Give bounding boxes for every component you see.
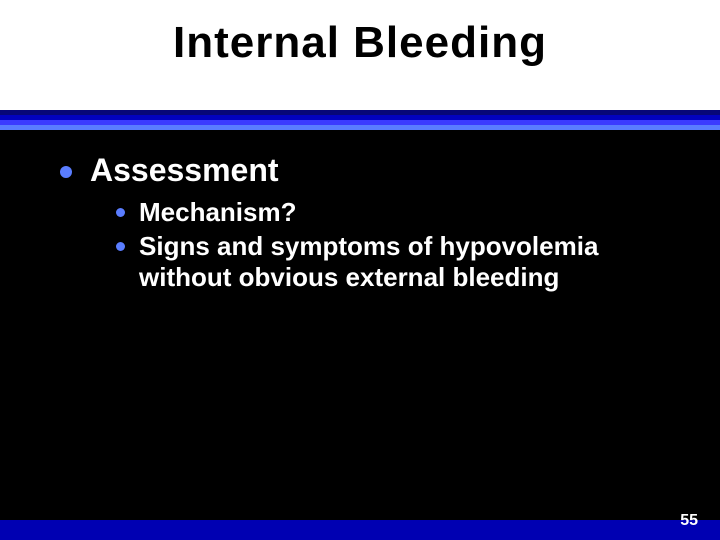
slide-title: Internal Bleeding bbox=[0, 18, 720, 68]
page-number: 55 bbox=[680, 512, 698, 530]
list-item: Assessment bbox=[60, 152, 680, 189]
bullet-icon bbox=[116, 208, 125, 217]
list-item: Mechanism? bbox=[116, 197, 680, 229]
title-area: Internal Bleeding bbox=[0, 0, 720, 110]
level2-text: Signs and symptoms of hypovolemia withou… bbox=[139, 231, 680, 294]
divider bbox=[0, 110, 720, 130]
content-area: Assessment Mechanism? Signs and symptoms… bbox=[0, 130, 720, 520]
bullet-icon bbox=[60, 166, 72, 178]
level1-text: Assessment bbox=[90, 152, 279, 189]
sub-list: Mechanism? Signs and symptoms of hypovol… bbox=[60, 197, 680, 294]
slide: Internal Bleeding Assessment Mechanism? … bbox=[0, 0, 720, 540]
bullet-icon bbox=[116, 242, 125, 251]
level2-text: Mechanism? bbox=[139, 197, 297, 229]
list-item: Signs and symptoms of hypovolemia withou… bbox=[116, 231, 680, 294]
